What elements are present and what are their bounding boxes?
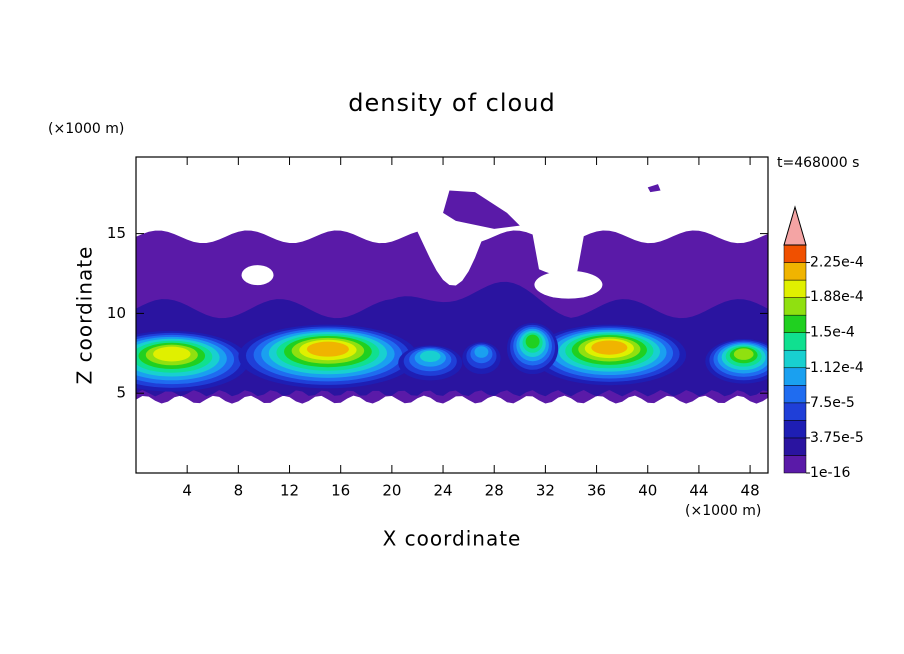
contour-region: [474, 346, 489, 358]
x-tick-label: 8: [234, 482, 244, 500]
contour-region: [733, 348, 754, 360]
colorbar-label: 2.25e-4: [810, 255, 864, 271]
colorbar-band: [783, 402, 807, 421]
colorbar-band: [783, 437, 807, 456]
colorbar-band: [783, 262, 807, 281]
colorbar-band: [783, 314, 807, 333]
colorbar-label: 1.12e-4: [810, 360, 864, 376]
x-unit: (×1000 m): [685, 503, 761, 519]
x-tick-label: 24: [433, 482, 452, 500]
contour-gap: [534, 270, 603, 299]
colorbar-band: [783, 367, 807, 386]
y-tick-label: 10: [107, 304, 126, 322]
contour-gap: [241, 265, 274, 286]
contour-region: [525, 334, 540, 349]
colorbar-label: 1.5e-4: [810, 325, 855, 341]
x-tick-label: 44: [689, 482, 708, 500]
x-tick-label: 16: [331, 482, 350, 500]
colorbar-label: 3.75e-5: [810, 430, 864, 446]
contour-region: [420, 350, 441, 362]
colorbar-band: [783, 244, 807, 263]
y-tick-label: 15: [107, 224, 126, 242]
x-tick-label: 40: [638, 482, 657, 500]
x-tick-label: 20: [382, 482, 401, 500]
contour-region: [153, 346, 191, 362]
colorbar-band: [783, 279, 807, 298]
x-tick-label: 48: [741, 482, 760, 500]
contour-region: [306, 341, 349, 357]
x-tick-label: 28: [485, 482, 504, 500]
colorbar-label: 1e-16: [810, 465, 850, 481]
x-tick-label: 32: [536, 482, 555, 500]
x-axis-label: X coordinate: [383, 527, 522, 551]
x-tick-label: 36: [587, 482, 606, 500]
axes: 4 8 12 16 20 24 28 32 36 40 44 48510151e-163.75e-57…: [107, 157, 864, 500]
colorbar-band: [783, 297, 807, 316]
contour-region: [591, 340, 628, 355]
colorbar-band: [783, 455, 807, 474]
colorbar-band: [783, 420, 807, 439]
colorbar-band: [783, 332, 807, 351]
contour-region: [443, 190, 520, 229]
x-tick-label: 12: [280, 482, 299, 500]
chart-title: density of cloud: [348, 89, 555, 117]
contour-field: [136, 184, 768, 404]
plot-frame: [135, 156, 769, 474]
x-tick-label: 4: [182, 482, 192, 500]
colorbar-label: 1.88e-4: [810, 289, 864, 305]
colorbar-extend: [783, 205, 807, 246]
colorbar-label: 7.5e-5: [810, 395, 855, 411]
colorbar-band: [783, 349, 807, 369]
y-tick-label: 5: [116, 384, 126, 402]
y-unit: (×1000 m): [48, 121, 124, 137]
y-axis-label: Z coordinate: [73, 246, 97, 385]
colorbar-band: [783, 385, 807, 404]
annotation: t=468000 s: [777, 155, 859, 171]
contour-region: [647, 184, 661, 193]
